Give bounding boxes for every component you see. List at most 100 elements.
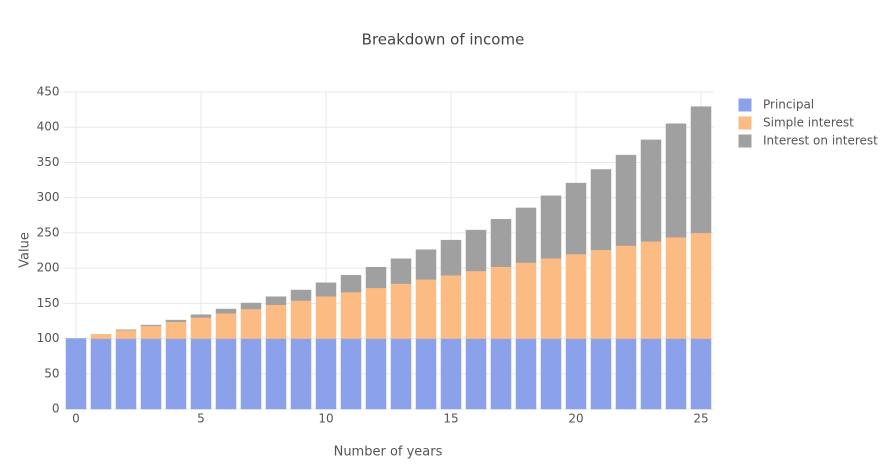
bar <box>616 246 636 339</box>
bar <box>191 315 211 318</box>
y-tick-label: 400 <box>37 120 60 134</box>
bar <box>316 296 336 338</box>
x-axis-title: Number of years <box>334 445 443 460</box>
bar <box>291 339 311 409</box>
y-tick-label: 100 <box>37 331 60 345</box>
bar <box>166 322 186 339</box>
bar <box>416 250 436 280</box>
bar <box>366 339 386 409</box>
bar <box>391 259 411 284</box>
bar <box>541 258 561 338</box>
bar <box>66 339 86 409</box>
bar <box>91 339 111 409</box>
bar <box>466 339 486 409</box>
bar <box>691 107 711 233</box>
bar <box>366 288 386 339</box>
bar <box>416 339 436 409</box>
bar <box>591 339 611 409</box>
x-tick-label: 0 <box>72 412 80 426</box>
bar <box>441 240 461 275</box>
bar <box>491 219 511 266</box>
bar <box>266 297 286 305</box>
bar <box>666 124 686 237</box>
bar <box>291 290 311 300</box>
bar <box>191 339 211 409</box>
bar <box>491 339 511 409</box>
bar <box>516 262 536 338</box>
bar <box>216 339 236 409</box>
bar <box>116 339 136 409</box>
bar <box>316 339 336 409</box>
bar <box>666 339 686 409</box>
bar <box>341 339 361 409</box>
x-tick-label: 10 <box>318 412 333 426</box>
bar <box>466 230 486 271</box>
y-tick-label: 300 <box>37 190 60 204</box>
bar <box>566 254 586 339</box>
bar <box>216 313 236 338</box>
bar <box>641 241 661 338</box>
bar <box>641 339 661 409</box>
y-tick-label: 50 <box>44 366 59 380</box>
bar <box>141 339 161 409</box>
bar <box>316 283 336 296</box>
legend-swatch <box>739 99 751 111</box>
legend-label: Interest on interest <box>763 134 878 148</box>
bar <box>641 140 661 241</box>
bar <box>341 292 361 338</box>
bar <box>266 339 286 409</box>
bar <box>516 339 536 409</box>
bar <box>141 325 161 326</box>
bar <box>566 183 586 254</box>
bar <box>341 275 361 292</box>
bar <box>291 301 311 339</box>
legend-swatch <box>739 135 751 147</box>
bar <box>691 233 711 339</box>
bar <box>541 196 561 258</box>
y-tick-label: 0 <box>52 402 60 416</box>
bar <box>516 208 536 263</box>
y-tick-label: 450 <box>37 85 60 99</box>
legend-swatch <box>739 117 751 129</box>
bar <box>666 237 686 338</box>
bar <box>466 271 486 339</box>
bar <box>491 267 511 339</box>
legend-label: Simple interest <box>763 116 854 130</box>
bar <box>116 330 136 338</box>
bar <box>391 339 411 409</box>
bar <box>416 279 436 338</box>
x-tick-label: 20 <box>568 412 583 426</box>
chart-title: Breakdown of income <box>362 31 525 49</box>
bar <box>266 305 286 339</box>
y-tick-label: 150 <box>37 296 60 310</box>
bar <box>166 339 186 409</box>
y-axis-title: Value <box>18 232 33 268</box>
bar <box>241 339 261 409</box>
x-tick-label: 5 <box>197 412 205 426</box>
legend-label: Principal <box>763 98 814 112</box>
y-tick-label: 250 <box>37 225 60 239</box>
bar <box>366 267 386 288</box>
bar <box>591 169 611 249</box>
y-tick-label: 350 <box>37 155 60 169</box>
bar <box>691 339 711 409</box>
x-tick-label: 25 <box>693 412 708 426</box>
bar <box>441 275 461 338</box>
bar <box>141 326 161 339</box>
bar <box>616 155 636 245</box>
bar <box>241 303 261 309</box>
bar <box>541 339 561 409</box>
bar <box>216 309 236 313</box>
bar <box>166 320 186 322</box>
bar <box>616 339 636 409</box>
x-tick-label: 15 <box>443 412 458 426</box>
bar <box>241 309 261 339</box>
bar <box>191 317 211 338</box>
bar <box>566 339 586 409</box>
bar <box>391 284 411 339</box>
bar <box>591 250 611 339</box>
y-tick-label: 200 <box>37 261 60 275</box>
bar <box>91 334 111 338</box>
bar <box>441 339 461 409</box>
